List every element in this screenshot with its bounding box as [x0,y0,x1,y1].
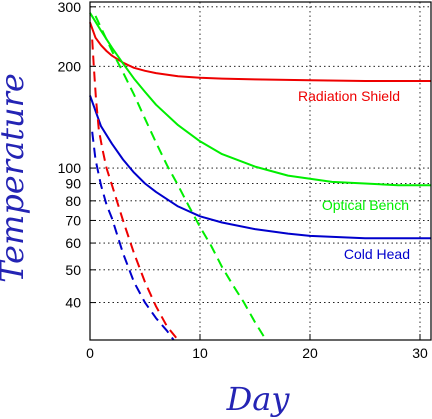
grid [90,2,431,340]
y-tick-label: 300 [58,0,82,15]
x-tick-label: 30 [412,345,428,361]
y-tick-label: 200 [58,58,82,74]
y-tick-label: 70 [65,212,81,228]
series-line-1 [89,12,431,187]
y-tick-label: 100 [58,160,82,176]
series-lines [89,12,431,341]
series-line-5 [91,131,175,341]
x-axis-title: Day [226,380,291,418]
y-tick-label: 50 [65,262,81,278]
x-tick-label: 10 [192,345,208,361]
series-line-2 [89,95,431,240]
y-tick-label: 90 [65,176,81,192]
series-label-cold-head: Cold Head [344,246,410,262]
y-tick-label: 40 [65,295,81,311]
y-tick-label: 80 [65,193,81,209]
series-line-0 [89,21,431,82]
plot-frame [89,1,432,341]
y-axis-title: Temperature [0,73,31,283]
y-tick-label: 60 [65,235,81,251]
series-label-optical-bench: Optical Bench [322,197,409,213]
x-tick-label: 0 [86,345,94,361]
x-tick-label: 20 [302,345,318,361]
series-label-radiation-shield: Radiation Shield [298,88,400,104]
tick-marks [89,6,421,340]
series-line-3 [91,39,179,341]
series-line-4 [94,15,267,341]
